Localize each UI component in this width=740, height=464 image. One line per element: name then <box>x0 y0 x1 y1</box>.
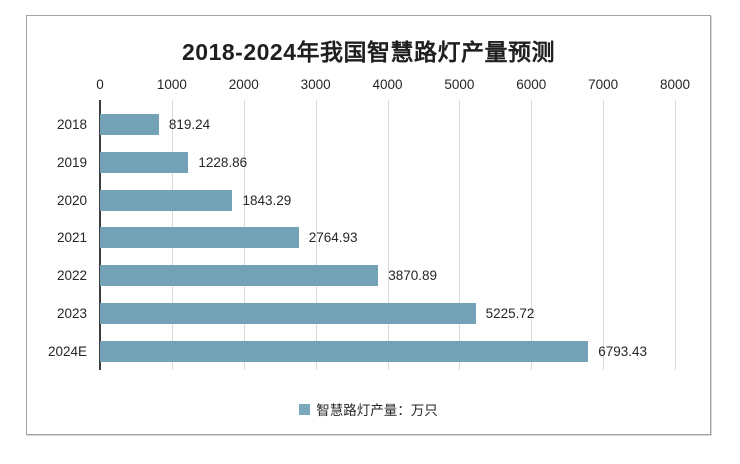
y-axis-label: 2021 <box>56 230 87 246</box>
x-axis-tick-label: 1000 <box>156 77 187 92</box>
legend: 智慧路灯产量：万只 <box>27 399 710 419</box>
gridline <box>459 100 461 370</box>
x-axis-tick-label: 8000 <box>659 77 691 92</box>
bar-row: 2020 1843.29 <box>27 181 710 219</box>
y-axis-label: 2024E <box>47 343 87 359</box>
bar <box>100 189 233 211</box>
gridline <box>387 100 389 370</box>
y-axis-label: 2019 <box>56 155 87 171</box>
bar-row: 2023 5225.72 <box>27 295 710 333</box>
legend-marker-icon <box>299 403 311 415</box>
bar-value-label: 1228.86 <box>198 155 248 171</box>
y-axis-label: 2022 <box>56 268 87 284</box>
bar-row: 2022 3870.89 <box>27 257 710 295</box>
gridline <box>603 100 605 370</box>
bar-value-label: 3870.89 <box>388 268 438 284</box>
x-axis-tick-label: 0 <box>96 77 104 92</box>
plot-area: 2018 819.24 2019 1228.86 2020 1843.29 2021 2764… <box>27 106 710 370</box>
gridline <box>315 100 317 370</box>
bar-row: 2019 1228.86 <box>27 144 710 182</box>
legend-label: 智慧路灯产量：万只 <box>316 403 438 418</box>
x-axis-tick-label: 3000 <box>300 77 331 92</box>
x-axis-tick-label: 6000 <box>516 77 547 92</box>
x-axis-tick-label: 2000 <box>228 77 259 92</box>
chart-title: 2018-2024年我国智慧路灯产量预测 <box>182 39 555 65</box>
bar-value-label: 1843.29 <box>242 192 292 208</box>
bar-value-label: 5225.72 <box>485 305 535 321</box>
y-axis-label: 2018 <box>56 117 87 133</box>
bar-row: 2018 819.24 <box>27 106 710 144</box>
x-axis-tick-labels: 0 1000 2000 3000 4000 5000 6000 7000 8000 <box>27 77 710 95</box>
bar-row: 2024E 6793.43 <box>27 332 710 370</box>
bar-value-label: 819.24 <box>168 117 211 133</box>
bar-row: 2021 2764.93 <box>27 219 710 257</box>
bar <box>100 152 189 174</box>
x-axis-tick-label: 4000 <box>372 77 403 92</box>
y-axis-label: 2020 <box>56 192 87 208</box>
bar <box>100 114 159 136</box>
x-axis-tick-label: 7000 <box>588 77 619 92</box>
bar <box>100 340 589 362</box>
bar <box>100 302 476 324</box>
bar <box>100 265 379 287</box>
bar <box>100 227 299 249</box>
gridline <box>531 100 533 370</box>
x-axis-tick-label: 5000 <box>444 77 475 92</box>
bar-value-label: 2764.93 <box>308 230 358 246</box>
bar-value-label: 6793.43 <box>598 343 648 359</box>
gridline <box>675 100 676 370</box>
y-axis-label: 2023 <box>56 305 87 321</box>
chart-frame: 2018-2024年我国智慧路灯产量预测 0 1000 2000 3000 4000 50… <box>26 15 711 435</box>
